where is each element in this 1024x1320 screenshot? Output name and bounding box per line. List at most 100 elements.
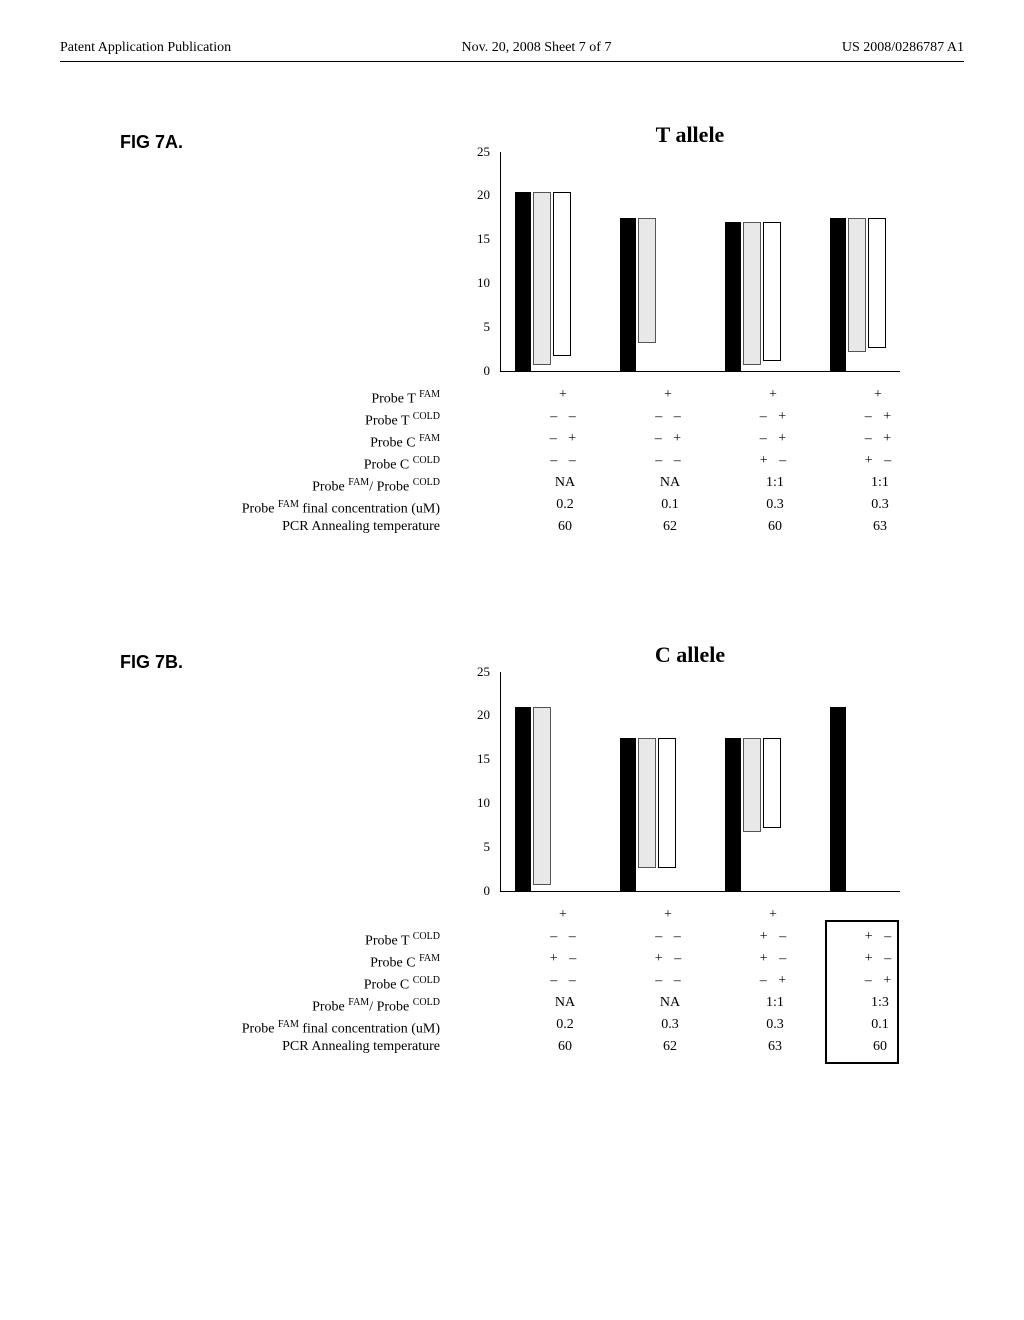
cell: + – xyxy=(725,450,825,472)
cell: 60 xyxy=(515,516,615,538)
bar-c xyxy=(868,218,886,348)
bar-b xyxy=(848,218,866,352)
cell: 63 xyxy=(830,516,930,538)
bar-a xyxy=(830,218,846,372)
cell: 0.3 xyxy=(620,1014,720,1036)
cell: – + xyxy=(830,428,930,450)
page-header: Patent Application Publication Nov. 20, … xyxy=(60,40,964,62)
row-label: Probe T COLD xyxy=(140,926,440,948)
cell: – + xyxy=(725,406,825,428)
cell: 62 xyxy=(620,1036,720,1058)
row-label: Probe FAM final concentration (uM) xyxy=(140,494,440,516)
header-right: US 2008/0286787 A1 xyxy=(842,40,964,56)
bar-b xyxy=(533,707,551,885)
cell: + – xyxy=(725,926,825,948)
bar-group-4 xyxy=(830,218,900,372)
bar-group-1 xyxy=(515,707,585,892)
bar-a xyxy=(725,738,741,892)
ytick: 10 xyxy=(460,795,490,811)
row-label: PCR Annealing temperature xyxy=(140,516,440,538)
cell: – – xyxy=(515,926,615,948)
bar-b xyxy=(638,738,656,868)
bar-group-3 xyxy=(725,738,795,892)
cell: + xyxy=(620,384,720,406)
y-axis xyxy=(500,152,501,372)
bar-group-3 xyxy=(725,222,795,372)
row-label: Probe T COLD xyxy=(140,406,440,428)
row-label: Probe C FAM xyxy=(140,948,440,970)
data-col-4: + – + – + + – 1:1 0.3 63 xyxy=(830,384,930,538)
bar-c xyxy=(658,738,676,868)
fig-7b-chart: 0 5 10 15 20 25 xyxy=(460,672,900,902)
cell: – – xyxy=(620,406,720,428)
page: Patent Application Publication Nov. 20, … xyxy=(0,0,1024,1320)
cell: 0.1 xyxy=(620,494,720,516)
row-label: Probe FAM/ Probe COLD xyxy=(140,992,440,1014)
fig-7a-row-labels: Probe T FAM Probe T COLD Probe C FAM Pro… xyxy=(140,384,440,538)
row-label: Probe T FAM xyxy=(140,384,440,406)
cell: 0.3 xyxy=(725,494,825,516)
cell: – + xyxy=(725,428,825,450)
cell: – + xyxy=(725,970,825,992)
cell: NA xyxy=(620,992,720,1014)
y-axis xyxy=(500,672,501,892)
bar-a xyxy=(515,707,531,892)
cell: + xyxy=(725,904,825,926)
fig-7a-label: FIG 7A. xyxy=(120,132,183,153)
cell: + xyxy=(620,904,720,926)
ytick: 5 xyxy=(460,839,490,855)
bar-a xyxy=(830,707,846,892)
cell: NA xyxy=(515,992,615,1014)
row-label: Probe C FAM xyxy=(140,428,440,450)
cell: – – xyxy=(515,406,615,428)
row-label: Probe FAM/ Probe COLD xyxy=(140,472,440,494)
ytick: 25 xyxy=(460,664,490,680)
ytick: 15 xyxy=(460,231,490,247)
data-col-1: + – – + – – – NA 0.2 60 xyxy=(515,904,615,1058)
cell: + xyxy=(830,384,930,406)
cell: – – xyxy=(620,450,720,472)
row-label: PCR Annealing temperature xyxy=(140,1036,440,1058)
cell: + – xyxy=(830,450,930,472)
cell: – – xyxy=(620,926,720,948)
bar-a xyxy=(725,222,741,372)
cell: – + xyxy=(515,428,615,450)
bar-b xyxy=(743,738,761,832)
ytick: 0 xyxy=(460,883,490,899)
ytick: 10 xyxy=(460,275,490,291)
highlight-box xyxy=(825,920,899,1064)
ytick: 20 xyxy=(460,707,490,723)
cell: 60 xyxy=(725,516,825,538)
cell: 0.2 xyxy=(515,1014,615,1036)
data-col-3: + + – + – – + 1:1 0.3 63 xyxy=(725,904,825,1058)
ytick: 25 xyxy=(460,144,490,160)
data-col-2: + – – + – – – NA 0.3 62 xyxy=(620,904,720,1058)
row-label: Probe C COLD xyxy=(140,970,440,992)
ytick: 15 xyxy=(460,751,490,767)
figure-7b: FIG 7B. C allele 0 5 10 15 20 25 xyxy=(60,642,964,1092)
bar-c xyxy=(763,738,781,828)
data-col-3: + – + – + + – 1:1 0.3 60 xyxy=(725,384,825,538)
cell: 0.2 xyxy=(515,494,615,516)
bar-group-2 xyxy=(620,218,690,372)
row-label: Probe FAM final concentration (uM) xyxy=(140,1014,440,1036)
cell: 62 xyxy=(620,516,720,538)
figure-7a: FIG 7A. T allele 0 5 10 15 20 25 xyxy=(60,122,964,572)
bar-a xyxy=(620,738,636,892)
row-label: Probe C COLD xyxy=(140,450,440,472)
bar-b xyxy=(638,218,656,343)
fig-7a-chart: 0 5 10 15 20 25 xyxy=(460,152,900,382)
ytick: 20 xyxy=(460,187,490,203)
cell: + xyxy=(725,384,825,406)
fig-7b-label: FIG 7B. xyxy=(120,652,183,673)
cell: + – xyxy=(725,948,825,970)
cell: – + xyxy=(620,428,720,450)
data-col-1: + – – – + – – NA 0.2 60 xyxy=(515,384,615,538)
cell: 60 xyxy=(515,1036,615,1058)
cell: + – xyxy=(620,948,720,970)
ytick: 0 xyxy=(460,363,490,379)
cell: + – xyxy=(515,948,615,970)
bar-c xyxy=(763,222,781,360)
cell: – – xyxy=(515,970,615,992)
cell: 0.3 xyxy=(725,1014,825,1036)
